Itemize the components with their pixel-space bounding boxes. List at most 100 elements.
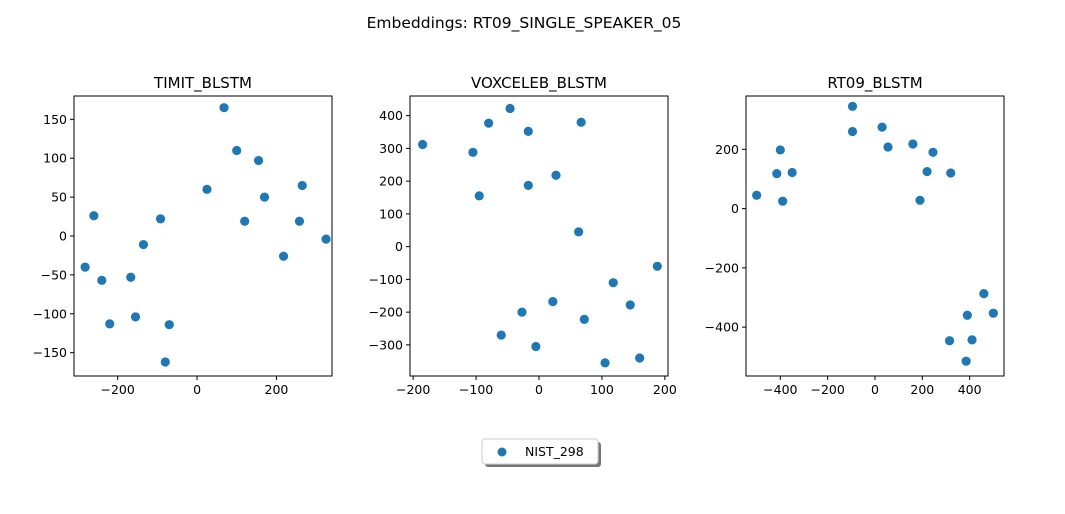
scatter-point — [574, 227, 584, 237]
y-tick-label: −300 — [369, 337, 403, 352]
y-tick-label: −200 — [369, 305, 403, 320]
panel-title-rt09: RT09_BLSTM — [827, 74, 922, 93]
scatter-point — [928, 147, 938, 157]
scatter-point — [259, 192, 270, 202]
scatter-point — [635, 353, 645, 363]
scatter-point — [775, 145, 785, 155]
scatter-point — [138, 239, 149, 250]
scatter-point — [787, 167, 797, 178]
scatter-point — [915, 195, 925, 205]
scatter-point — [946, 168, 956, 178]
scatter-point — [105, 319, 115, 329]
scatter-point — [496, 330, 506, 340]
figure-suptitle: Embeddings: RT09_SINGLE_SPEAKER_05 — [367, 14, 682, 33]
x-tick-label: −200 — [100, 382, 134, 397]
scatter-point — [625, 300, 635, 310]
x-tick-label: −400 — [763, 382, 797, 397]
scatter-point — [164, 320, 174, 330]
scatter-point — [468, 147, 478, 157]
x-tick-label: −200 — [810, 382, 844, 397]
scatter-point — [253, 155, 264, 166]
y-tick-label: 0 — [59, 229, 67, 244]
scatter-point — [608, 278, 618, 288]
y-tick-label: 100 — [379, 206, 403, 221]
axes-frame — [409, 95, 669, 377]
scatter-point — [484, 118, 494, 128]
scatter-point — [89, 211, 99, 221]
scatter-point — [474, 191, 484, 201]
x-tick-label: 200 — [653, 382, 677, 397]
scatter-point — [548, 297, 558, 307]
scatter-point — [240, 216, 250, 226]
x-tick-label: 0 — [193, 382, 201, 397]
scatter-point — [232, 145, 242, 156]
scatter-point — [517, 307, 527, 317]
scatter-point — [652, 261, 662, 271]
x-tick-label: 0 — [871, 382, 879, 397]
legend-label: NIST_298 — [525, 444, 584, 459]
scatter-point — [505, 103, 515, 114]
x-tick-label: 200 — [265, 382, 289, 397]
scatter-point — [847, 101, 858, 111]
scatter-point — [417, 139, 428, 150]
legend: NIST_298 — [481, 438, 601, 467]
scatter-point — [219, 103, 229, 113]
axes-frame — [745, 95, 1005, 377]
x-tick-label: −200 — [396, 382, 430, 397]
scatter-point — [321, 234, 331, 244]
scatter-point — [126, 272, 136, 282]
scatter-point — [778, 196, 788, 206]
scatter-point — [97, 275, 107, 285]
scatter-point — [297, 180, 307, 191]
scatter-point — [908, 139, 918, 149]
panel-title-timit: TIMIT_BLSTM — [153, 74, 252, 93]
scatter-point — [944, 336, 955, 346]
scatter-point — [576, 117, 586, 127]
x-tick-label: 100 — [590, 382, 614, 397]
scatter-point — [752, 190, 762, 200]
scatter-point — [160, 357, 170, 367]
scatter-point — [294, 216, 305, 226]
scatter-point — [130, 312, 141, 322]
scatter-point — [551, 170, 561, 180]
y-tick-label: 200 — [715, 142, 739, 157]
scatter-point — [877, 122, 887, 132]
scatter-point — [155, 214, 166, 224]
y-tick-label: 200 — [379, 174, 403, 189]
scatter-point — [979, 289, 989, 299]
x-tick-label: 200 — [910, 382, 934, 397]
y-tick-label: −100 — [369, 272, 403, 287]
y-tick-label: 150 — [43, 112, 67, 127]
y-tick-label: −200 — [705, 260, 739, 275]
x-tick-label: 400 — [958, 382, 982, 397]
scatter-point — [523, 180, 533, 191]
scatter-point — [962, 310, 972, 320]
scatter-point — [922, 166, 932, 177]
scatter-point — [600, 358, 610, 368]
x-tick-label: 0 — [535, 382, 543, 397]
legend-box — [481, 438, 599, 465]
legend-marker — [497, 447, 507, 457]
scatter-point — [961, 356, 971, 366]
y-tick-label: 300 — [379, 141, 403, 156]
scatter-point — [523, 126, 533, 136]
scatter-point — [967, 335, 977, 345]
y-tick-label: −150 — [33, 345, 67, 360]
scatter-point — [579, 314, 589, 324]
scatter-point — [278, 251, 289, 261]
y-tick-label: −400 — [705, 320, 739, 335]
y-tick-label: 0 — [395, 239, 403, 254]
scatter-point — [988, 308, 998, 318]
y-tick-label: 50 — [51, 190, 67, 205]
y-tick-label: 100 — [43, 151, 67, 166]
panel-rt09: RT09_BLSTM −400 −200 0 200 400 −400 −200 0 200 — [705, 74, 1005, 397]
scatter-point — [883, 142, 893, 152]
scatter-point — [847, 126, 858, 137]
y-tick-label: −100 — [33, 306, 67, 321]
y-tick-label: 0 — [731, 201, 739, 216]
y-tick-label: −50 — [41, 267, 67, 282]
panel-voxceleb: VOXCELEB_BLSTM −200 −100 0 100 200 −300 −200 −10… — [369, 74, 677, 397]
axes-frame — [73, 95, 333, 377]
scatter-point — [80, 262, 90, 272]
